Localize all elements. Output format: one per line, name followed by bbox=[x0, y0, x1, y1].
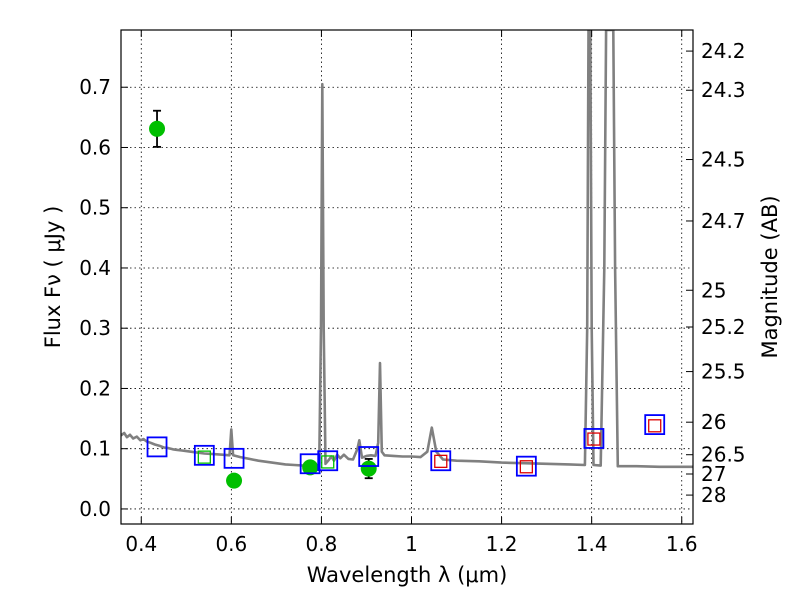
magnitude-tick-label: 25.5 bbox=[701, 360, 746, 384]
model-point bbox=[299, 453, 321, 475]
marker-layer bbox=[146, 109, 666, 489]
observed-point bbox=[226, 472, 243, 489]
magnitude-tick-label: 26 bbox=[701, 410, 726, 434]
tick-layer: 0.4 0.6 0.8 1 1.2 1.4 1.6 0.0 0.1 0.2 0.3 0.4 0.5 0.6… bbox=[79, 30, 746, 556]
y-tick-label: 0.3 bbox=[79, 316, 111, 340]
spectrum-layer bbox=[121, 30, 693, 469]
inner-marker bbox=[587, 432, 601, 446]
magnitude-tick-label: 27 bbox=[701, 462, 726, 486]
observed-point bbox=[360, 460, 377, 477]
magnitude-tick-label: 24.3 bbox=[701, 78, 746, 102]
magnitude-tick-label: 24.5 bbox=[701, 148, 746, 172]
observed-point bbox=[302, 459, 319, 476]
y-axis-title: Flux Fν ( μJy ) bbox=[41, 206, 65, 349]
inner-marker bbox=[197, 450, 211, 464]
grid bbox=[121, 30, 693, 524]
model-point bbox=[430, 450, 452, 472]
inner-marker bbox=[434, 454, 448, 468]
x-tick-label: 1.4 bbox=[576, 532, 608, 556]
x-tick-label: 0.6 bbox=[215, 532, 247, 556]
x-tick-label: 1 bbox=[405, 532, 418, 556]
inner-marker bbox=[321, 455, 335, 469]
model-point bbox=[223, 447, 245, 469]
x-axis-title: Wavelength λ (μm) bbox=[307, 563, 508, 587]
y-tick-label: 0.6 bbox=[79, 135, 111, 159]
y-tick-label: 0.1 bbox=[79, 437, 111, 461]
model-point bbox=[358, 446, 380, 467]
model-point bbox=[515, 455, 537, 477]
x-tick-label: 1.2 bbox=[486, 532, 518, 556]
y-tick-label: 0.4 bbox=[79, 256, 111, 280]
magnitude-tick-label: 25 bbox=[701, 278, 726, 302]
y-tick-label: 0.2 bbox=[79, 376, 111, 400]
y-tick-label: 0.7 bbox=[79, 75, 111, 99]
y-tick-label: 0.0 bbox=[79, 497, 111, 521]
plot-frame bbox=[120, 29, 694, 525]
x-tick-label: 0.4 bbox=[125, 532, 157, 556]
model-point bbox=[317, 450, 339, 472]
model-point bbox=[583, 428, 605, 449]
model-point bbox=[146, 436, 168, 458]
magnitude-axis-title: Magnitude (AB) bbox=[758, 195, 782, 358]
observed-point bbox=[149, 120, 166, 137]
magnitude-tick-label: 24.7 bbox=[701, 209, 746, 233]
x-tick-label: 0.8 bbox=[306, 532, 338, 556]
inner-marker bbox=[519, 460, 534, 474]
magnitude-tick-label: 28 bbox=[701, 483, 726, 507]
spectrum-line bbox=[121, 30, 693, 469]
magnitude-tick-label: 25.2 bbox=[701, 315, 746, 339]
magnitude-tick-label: 26.5 bbox=[701, 443, 746, 467]
magnitude-tick-label: 24.2 bbox=[701, 39, 746, 63]
inner-marker bbox=[648, 419, 662, 433]
model-point bbox=[644, 414, 666, 435]
model-point bbox=[193, 444, 215, 466]
y-tick-label: 0.5 bbox=[79, 196, 111, 220]
x-tick-label: 1.6 bbox=[666, 532, 698, 556]
